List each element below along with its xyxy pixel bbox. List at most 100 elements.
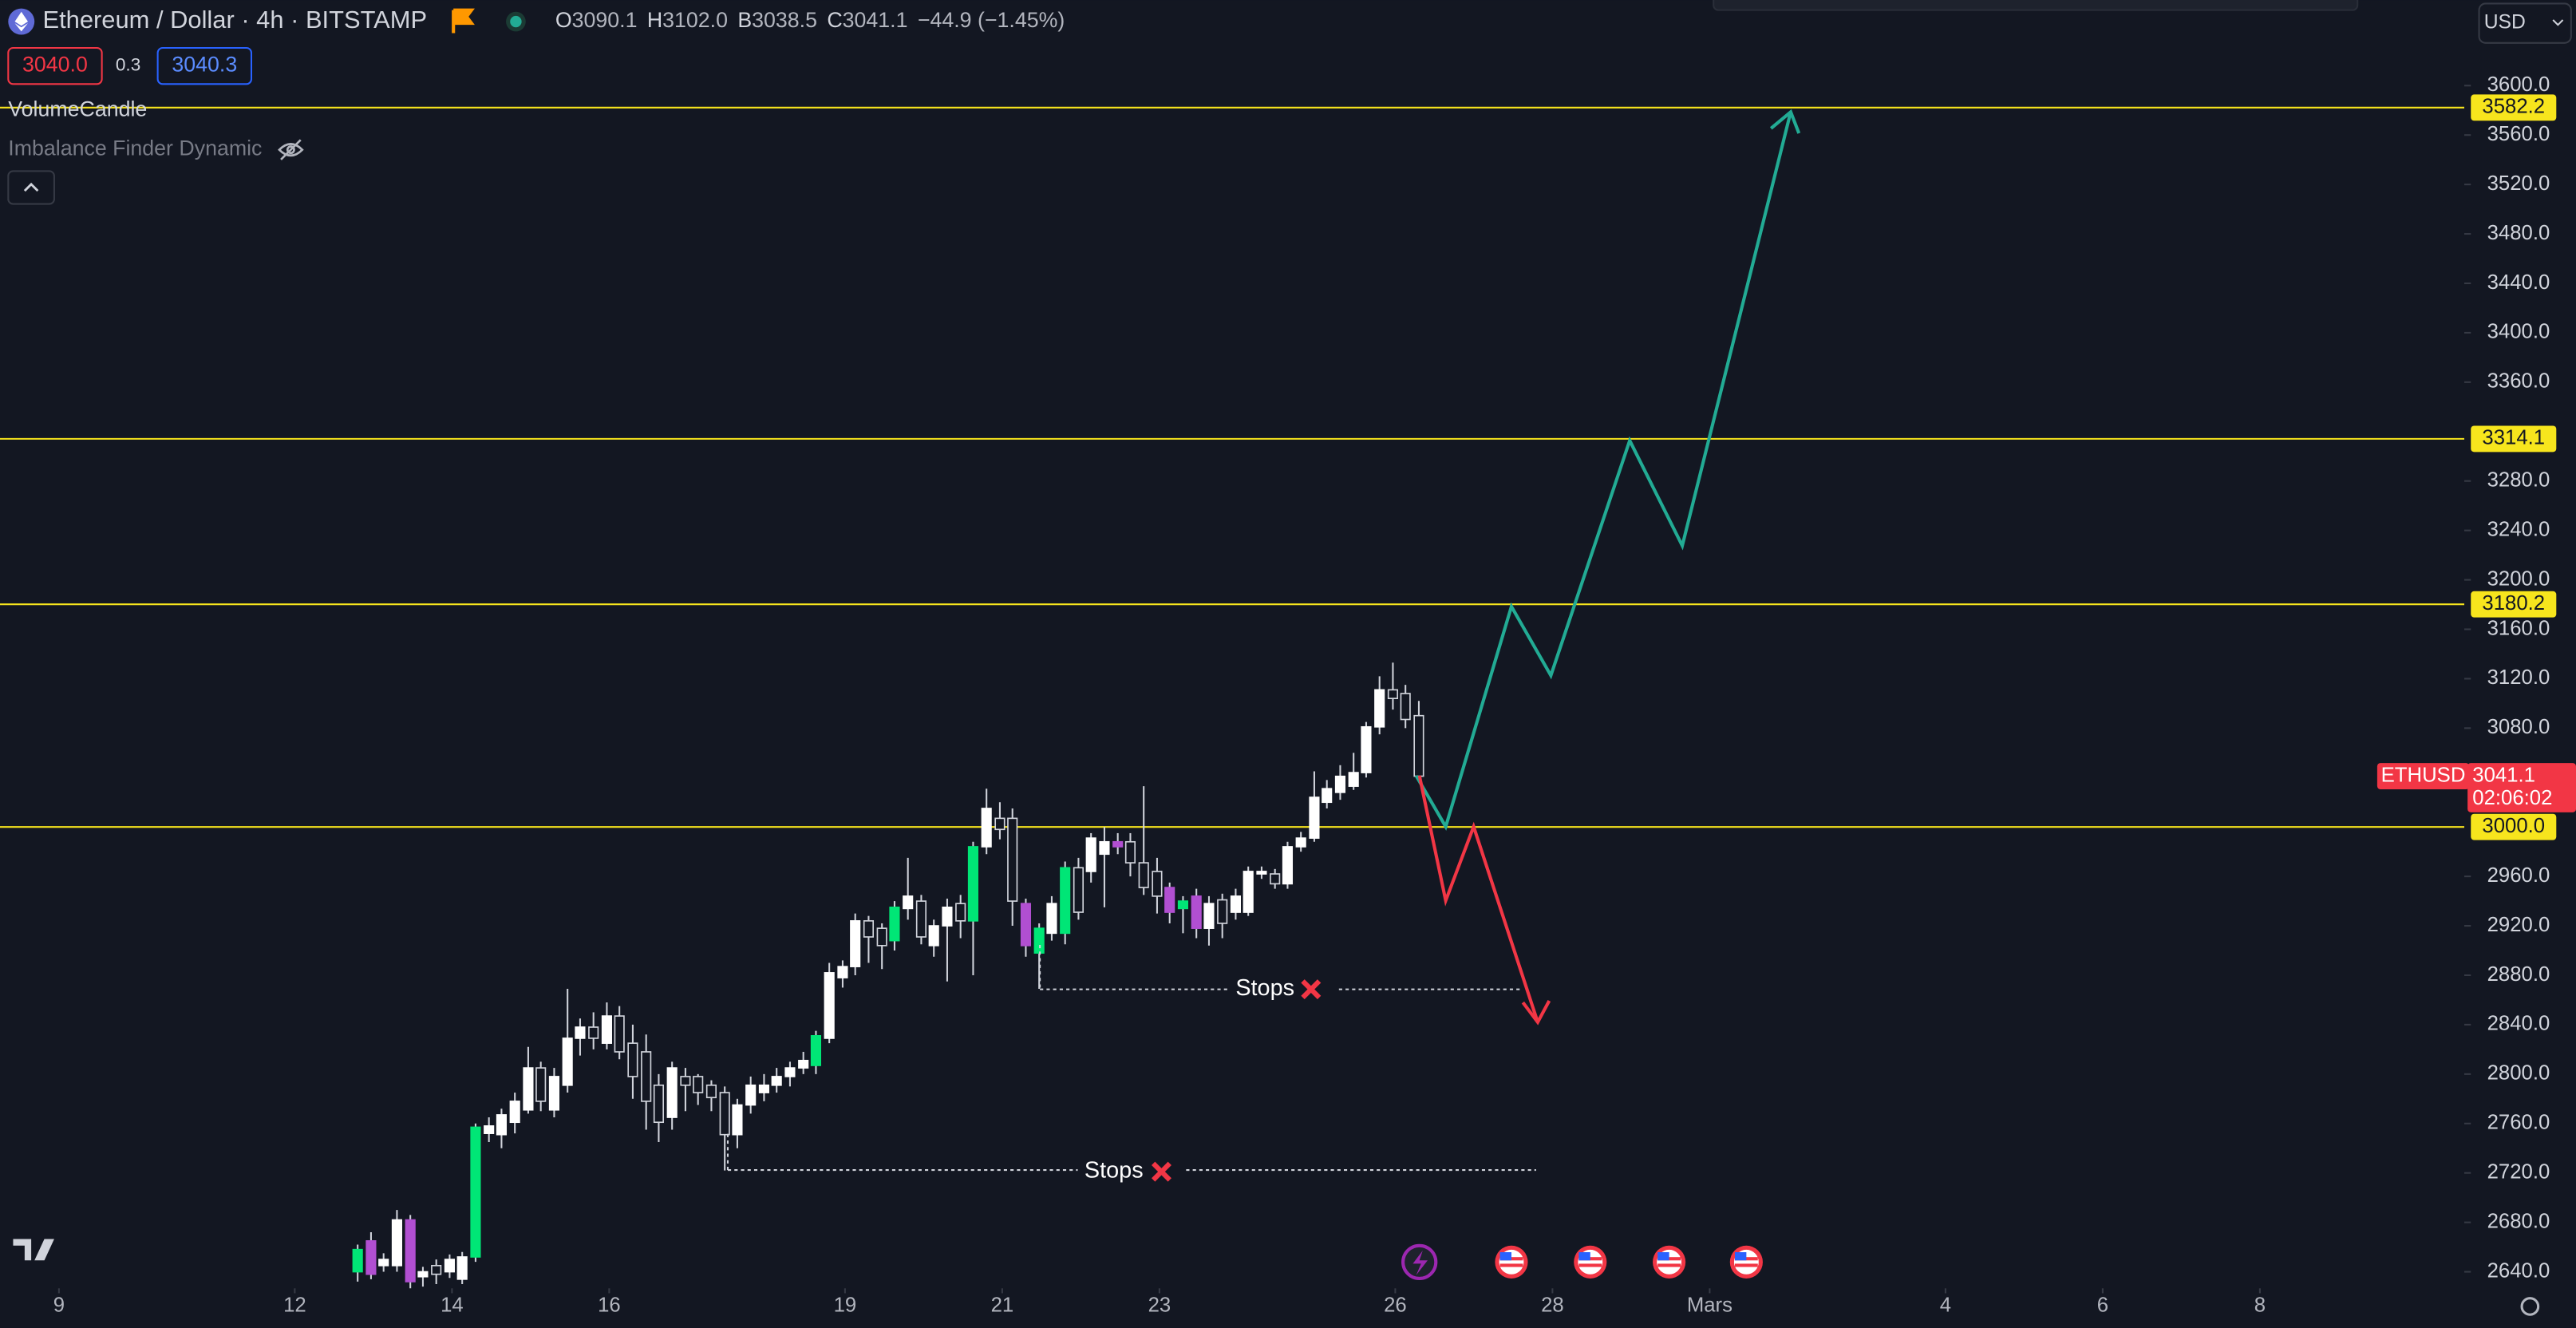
candle-body xyxy=(784,1067,796,1077)
currency[interactable]: USD xyxy=(2484,12,2526,34)
candle-body xyxy=(837,966,848,978)
candle-body xyxy=(653,1084,665,1124)
candle-body xyxy=(1112,840,1124,848)
spread: 0.3 xyxy=(116,55,140,75)
settings-icon[interactable] xyxy=(2520,1297,2540,1316)
candle-body xyxy=(1400,693,1411,721)
sell-button[interactable] xyxy=(7,46,103,85)
candle-body xyxy=(417,1271,429,1278)
candle-body xyxy=(1203,903,1215,929)
flag-icon[interactable] xyxy=(452,8,475,34)
candle-body xyxy=(431,1264,442,1275)
candle-body xyxy=(928,925,939,947)
candle-body xyxy=(693,1076,704,1093)
ohlc-value: 3041.1 xyxy=(843,8,908,32)
indicator-name[interactable]: Imbalance Finder Dynamic xyxy=(8,136,262,160)
candle-body xyxy=(981,808,992,848)
ohlc-value: 3102.0 xyxy=(662,8,728,32)
ohlc-label: B xyxy=(737,8,752,32)
candle-body xyxy=(614,1015,625,1053)
candle-body xyxy=(1138,862,1149,888)
candle-body xyxy=(903,895,914,910)
y-tick-label: 3200.0 xyxy=(2487,567,2550,590)
candle-body xyxy=(1007,817,1018,902)
level-tag xyxy=(2471,94,2557,121)
candle-body xyxy=(1085,837,1096,872)
candle-body xyxy=(889,907,900,942)
buy-price[interactable]: 3040.3 xyxy=(172,53,237,77)
stops-label: Stops xyxy=(1235,975,1294,1001)
x-tick-label: 8 xyxy=(2254,1294,2266,1317)
y-tick-label: 2920.0 xyxy=(2487,914,2550,936)
buy-button[interactable] xyxy=(156,46,253,85)
tradingview-logo[interactable] xyxy=(13,1239,54,1261)
x-tick-label: 28 xyxy=(1541,1294,1564,1317)
candle-body xyxy=(915,900,927,938)
candle-body xyxy=(1046,903,1057,935)
y-tick-label: 3440.0 xyxy=(2487,271,2550,294)
x-tick-label: 21 xyxy=(991,1294,1014,1317)
ohlc-label: O xyxy=(555,8,572,32)
candle-body xyxy=(1073,867,1085,913)
projection-down xyxy=(1417,775,1551,1026)
candle-body xyxy=(575,1026,586,1039)
stops-line xyxy=(726,945,1536,1172)
x-tick-label: 4 xyxy=(1940,1294,1951,1317)
collapse-button[interactable] xyxy=(7,170,55,205)
candle-body xyxy=(1177,900,1189,910)
last-price-name-tag xyxy=(2376,763,2470,790)
candle-body xyxy=(771,1076,782,1086)
economic-events[interactable] xyxy=(1495,1245,1763,1279)
x-tick-label: 16 xyxy=(598,1294,621,1317)
candle-body xyxy=(456,1256,468,1280)
y-tick-label: 2720.0 xyxy=(2487,1160,2550,1183)
candle-body xyxy=(509,1101,520,1124)
currency-button[interactable] xyxy=(2478,2,2572,44)
candle-body xyxy=(1243,871,1254,913)
indicator-name[interactable]: VolumeCandle xyxy=(8,97,147,121)
candle-body xyxy=(1361,725,1372,773)
x-tick-label: 14 xyxy=(441,1294,464,1317)
candle-body xyxy=(1230,895,1242,913)
candle-body xyxy=(352,1248,363,1273)
cross-icon xyxy=(1301,979,1322,1000)
y-tick-label: 2960.0 xyxy=(2487,864,2550,887)
candle-body xyxy=(641,1051,652,1102)
cross-icon xyxy=(1152,1161,1171,1182)
candle-body xyxy=(666,1067,678,1118)
ohlc-value: 3090.1 xyxy=(572,8,638,32)
candle-body xyxy=(444,1259,455,1273)
y-tick-label: 3360.0 xyxy=(2487,370,2550,393)
candle-body xyxy=(967,846,979,922)
sell-price[interactable]: 3040.0 xyxy=(22,53,88,77)
candle-body xyxy=(1099,840,1110,856)
candle-body xyxy=(1217,899,1228,924)
candle-body xyxy=(562,1038,573,1086)
level-label: 3180.2 xyxy=(2482,592,2545,615)
y-tick-label: 3080.0 xyxy=(2487,716,2550,738)
candle-body xyxy=(863,920,875,938)
x-tick-label: 19 xyxy=(834,1294,857,1317)
candle-body xyxy=(523,1067,534,1111)
symbol-title: Ethereum / Dollar · 4h · BITSTAMP xyxy=(43,6,428,34)
last-price-tag xyxy=(2467,763,2576,812)
candle-body xyxy=(1060,867,1071,935)
candle-body xyxy=(484,1125,495,1134)
candle-body xyxy=(1334,775,1346,793)
y-tick-label: 2640.0 xyxy=(2487,1259,2550,1282)
ohlc-value: 3038.5 xyxy=(752,8,817,32)
x-tick-label: 6 xyxy=(2097,1294,2108,1317)
level-label: 3582.2 xyxy=(2482,96,2545,118)
candle-body xyxy=(732,1104,743,1136)
candle-body xyxy=(680,1076,691,1086)
candle-body xyxy=(705,1084,717,1099)
hidden-eye-icon[interactable] xyxy=(278,139,304,160)
candle-body xyxy=(994,817,1006,831)
candle-body xyxy=(1309,796,1320,839)
candle-body xyxy=(1387,689,1399,700)
level-tag xyxy=(2471,425,2557,453)
candle-body xyxy=(850,920,861,967)
lightning-icon xyxy=(1412,1250,1428,1275)
candle-body xyxy=(391,1219,403,1267)
